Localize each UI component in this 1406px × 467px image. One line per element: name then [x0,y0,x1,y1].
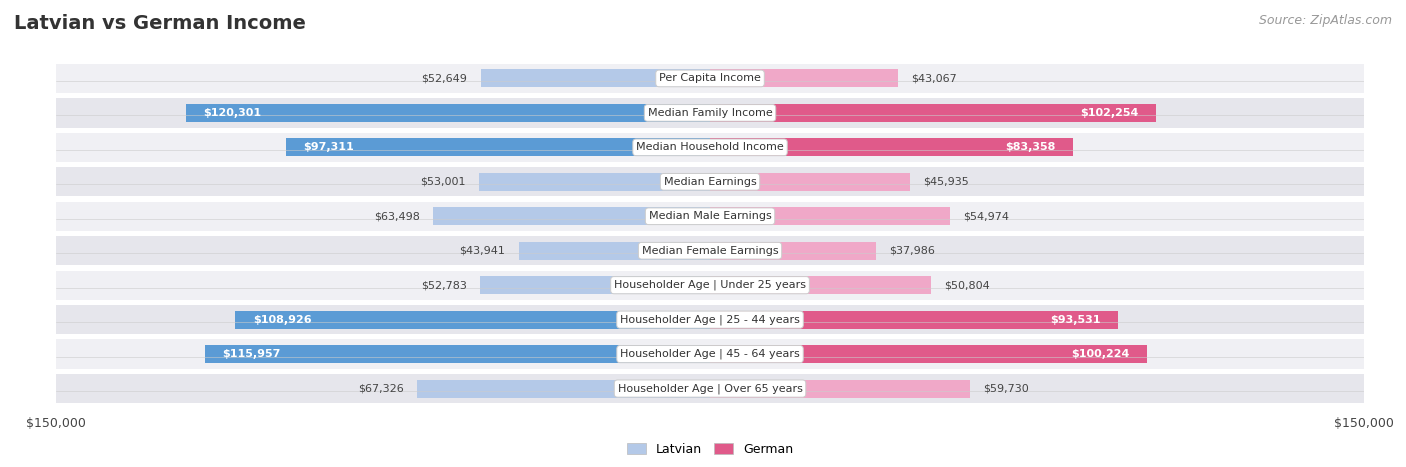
Bar [710,104,1156,122]
Bar [56,64,1364,93]
Bar [710,276,931,294]
Text: $52,783: $52,783 [420,280,467,290]
Text: Householder Age | Under 25 years: Householder Age | Under 25 years [614,280,806,290]
Bar [56,374,1364,403]
Text: $50,804: $50,804 [945,280,990,290]
Bar [56,167,1364,197]
Text: Householder Age | 45 - 64 years: Householder Age | 45 - 64 years [620,349,800,359]
Bar [479,173,710,191]
Text: $37,986: $37,986 [889,246,935,256]
Text: $54,974: $54,974 [963,211,1008,221]
Legend: Latvian, German: Latvian, German [621,438,799,460]
Bar [710,173,910,191]
Bar [710,207,949,225]
Text: $45,935: $45,935 [924,177,969,187]
Bar [710,242,876,260]
Text: Median Female Earnings: Median Female Earnings [641,246,779,256]
Bar [186,104,710,122]
Text: $120,301: $120,301 [202,108,262,118]
Bar [56,270,1364,300]
Text: Householder Age | Over 65 years: Householder Age | Over 65 years [617,383,803,394]
Text: Median Earnings: Median Earnings [664,177,756,187]
Bar [710,70,898,87]
Bar [710,380,970,397]
Bar [56,305,1364,334]
Bar [433,207,710,225]
Text: $93,531: $93,531 [1050,315,1101,325]
Text: $83,358: $83,358 [1005,142,1056,152]
Bar [479,276,710,294]
Text: $63,498: $63,498 [374,211,420,221]
Bar [416,380,710,397]
Text: $100,224: $100,224 [1071,349,1129,359]
Bar [56,340,1364,369]
Text: Per Capita Income: Per Capita Income [659,73,761,84]
Bar [710,138,1073,156]
Bar [205,345,710,363]
Bar [710,345,1147,363]
Bar [56,133,1364,162]
Text: $53,001: $53,001 [420,177,465,187]
Text: $108,926: $108,926 [253,315,311,325]
Text: $59,730: $59,730 [983,383,1029,394]
Bar [481,70,710,87]
Text: $102,254: $102,254 [1080,108,1139,118]
Text: $52,649: $52,649 [422,73,467,84]
Text: $43,067: $43,067 [911,73,956,84]
Text: Median Household Income: Median Household Income [636,142,785,152]
Bar [285,138,710,156]
Bar [235,311,710,329]
Text: $43,941: $43,941 [460,246,505,256]
Bar [56,236,1364,265]
Text: Latvian vs German Income: Latvian vs German Income [14,14,307,33]
Text: $67,326: $67,326 [357,383,404,394]
Bar [56,202,1364,231]
Bar [56,98,1364,127]
Text: Householder Age | 25 - 44 years: Householder Age | 25 - 44 years [620,314,800,325]
Text: Median Family Income: Median Family Income [648,108,772,118]
Text: $115,957: $115,957 [222,349,280,359]
Bar [710,311,1118,329]
Text: Median Male Earnings: Median Male Earnings [648,211,772,221]
Text: $97,311: $97,311 [304,142,354,152]
Bar [519,242,710,260]
Text: Source: ZipAtlas.com: Source: ZipAtlas.com [1258,14,1392,27]
